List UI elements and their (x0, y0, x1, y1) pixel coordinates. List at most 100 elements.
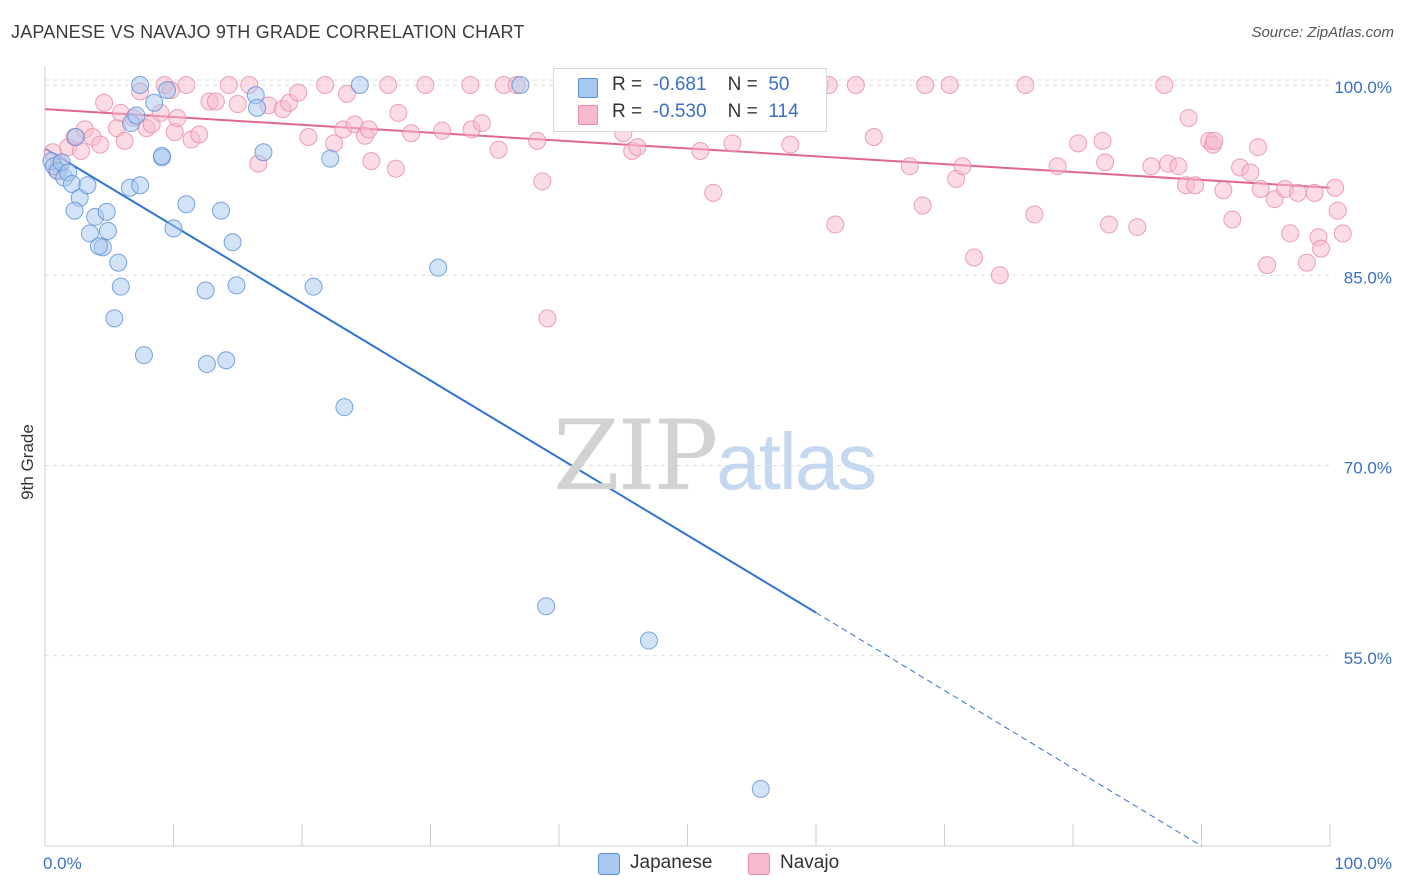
navajo-point (337, 84, 356, 103)
navajo-point (316, 76, 335, 95)
navajo-trend-line (44, 108, 1331, 189)
japanese-point (98, 221, 117, 240)
navajo-point (965, 248, 984, 267)
navajo-point (190, 125, 209, 144)
navajo-point (1169, 157, 1188, 176)
navajo-point (1179, 109, 1198, 127)
navajo-point (533, 172, 552, 191)
navajo-point (1155, 76, 1174, 95)
japanese-point (134, 346, 153, 365)
japanese-point (751, 779, 770, 798)
navajo-legend-icon (748, 853, 770, 875)
japanese-point (227, 276, 246, 295)
navajo-point (723, 134, 742, 153)
navajo-point (1096, 153, 1115, 172)
navajo-point (433, 121, 452, 140)
legend-n-value: 114 (768, 101, 799, 122)
legend-r-value: -0.681 (652, 74, 707, 95)
source-label: Source: ZipAtlas.com (1251, 24, 1394, 41)
japanese-point (350, 76, 369, 95)
navajo-point (538, 309, 557, 328)
navajo-point (1142, 157, 1161, 176)
navajo-point (1328, 201, 1347, 220)
navajo-point (1249, 138, 1268, 157)
japanese-point (254, 143, 273, 162)
legend-r-value: -0.530 (652, 101, 707, 122)
japanese-point (131, 176, 150, 195)
navajo-point (1069, 134, 1088, 153)
legend-r-label: R = (612, 101, 643, 122)
y-tick-label: 55.0% (1344, 649, 1392, 668)
navajo-point (219, 76, 238, 95)
japanese-point (66, 128, 85, 147)
navajo-point (1333, 224, 1352, 243)
japanese-point (537, 597, 556, 616)
navajo-point (1223, 210, 1242, 229)
japanese-point (80, 224, 99, 243)
axes (44, 66, 1331, 847)
japanese-point (65, 201, 84, 220)
y-tick-label: 85.0% (1344, 268, 1392, 287)
japanese-point (177, 195, 196, 214)
navajo-point (168, 109, 187, 127)
navajo-point (1214, 181, 1233, 200)
navajo-point (1297, 253, 1316, 272)
grid-lines (45, 79, 1330, 657)
navajo-point (91, 135, 110, 154)
tick-labels: 55.0% 70.0% 85.0% 100.0% 0.0% 100.0% (43, 78, 1392, 873)
navajo-point (289, 83, 308, 102)
navajo-point (913, 196, 932, 215)
japanese-point (321, 149, 340, 168)
legend-n-label: N = (727, 74, 758, 95)
japanese-trend-line (44, 147, 817, 614)
navajo-point (940, 76, 959, 95)
data-points (42, 76, 1352, 798)
japanese-point (89, 237, 108, 256)
navajo-point (1305, 183, 1324, 202)
japanese-point (127, 106, 146, 125)
japanese-trend-extension (815, 612, 1202, 847)
navajo-point (115, 131, 134, 150)
watermark-zip: ZIP (553, 400, 718, 512)
navajo-point (379, 76, 398, 95)
y-tick-label: 100.0% (1334, 78, 1392, 97)
navajo-point (1025, 205, 1044, 224)
japanese-point (304, 277, 323, 296)
japanese-point (217, 351, 236, 370)
japanese-point (158, 81, 177, 100)
navajo-point (990, 266, 1009, 285)
japanese-point (197, 355, 216, 374)
navajo-point (416, 76, 435, 95)
navajo-point (1241, 163, 1260, 182)
navajo-point (1205, 131, 1224, 150)
navajo-point (489, 140, 508, 159)
legend-n-label: N = (727, 101, 758, 122)
japanese-point (109, 253, 128, 272)
japanese-point (212, 201, 231, 220)
navajo-point (1093, 131, 1112, 150)
japanese-point (97, 202, 116, 221)
japanese-point (223, 233, 242, 252)
navajo-point (359, 120, 378, 139)
japanese-swatch-icon (578, 78, 598, 98)
navajo-point (389, 103, 408, 122)
japanese-point (164, 219, 183, 238)
navajo-point (528, 131, 547, 150)
navajo-point (177, 76, 196, 95)
navajo-point (953, 157, 972, 176)
japanese-point (78, 176, 97, 195)
x-tick-label: 0.0% (43, 854, 82, 873)
japanese-point (511, 76, 530, 95)
navajo-point (472, 114, 491, 133)
navajo-point (1281, 224, 1300, 243)
navajo-point (95, 93, 114, 112)
japanese-point (196, 281, 215, 300)
correlation-legend: R = -0.681 N = 50 R = -0.530 N = 114 (553, 68, 827, 132)
navajo-point (228, 95, 247, 114)
navajo-point (691, 141, 710, 160)
y-tick-label: 70.0% (1344, 459, 1392, 478)
navajo-point (826, 215, 845, 234)
legend-label-japanese: Japanese (630, 852, 713, 873)
navajo-point (704, 183, 723, 202)
